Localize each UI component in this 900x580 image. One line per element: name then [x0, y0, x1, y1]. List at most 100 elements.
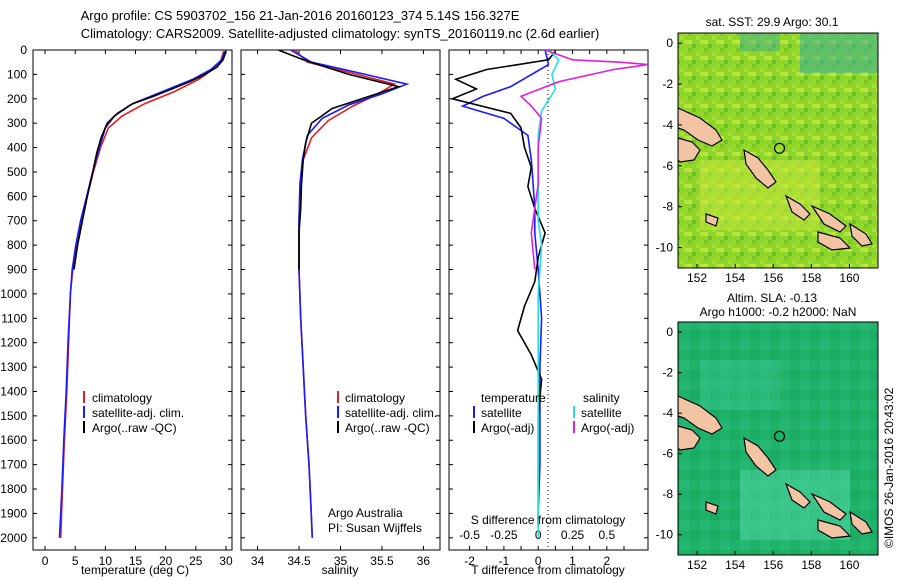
depth-tick-label: 1900: [0, 506, 27, 520]
sst-cool-patch: [800, 33, 878, 73]
legend3-salinity-title: salinity: [583, 391, 620, 405]
depth-tick-label: 1800: [0, 482, 27, 496]
sst-lon-tick-label: 152: [687, 271, 707, 285]
x-tick-label: 35: [334, 554, 348, 568]
x-tick-label: 36: [417, 554, 431, 568]
sst-map-frame: [677, 32, 879, 269]
legend-satellite-label: satellite-adj. clim.: [92, 406, 184, 420]
profile-line-temperature-satellite: [460, 50, 550, 528]
depth-tick-label: 1500: [0, 409, 27, 423]
depth-tick-label: 1300: [0, 360, 27, 374]
s-difference-tick-label: -0.25: [490, 528, 518, 542]
x-tick-label: 10: [99, 554, 113, 568]
sla-island-guadalcanal: [817, 519, 852, 539]
s-difference-tick-label: 0.5: [598, 528, 615, 542]
sst-cool-patch-2: [740, 33, 780, 51]
depth-tick-label: 600: [7, 189, 27, 203]
sst-lon-tick-label: 156: [763, 271, 783, 285]
x-tick-label: 5: [72, 554, 79, 568]
sst-lon-tick-label: 158: [801, 271, 821, 285]
sst-map-title: sat. SST: 29.9 Argo: 30.1: [706, 15, 839, 29]
imos-timestamp: ©IMOS 26-Jan-2016 20:43:02: [882, 387, 896, 548]
sst-lon-tick-label: 160: [839, 271, 859, 285]
s-difference-axis-label: S difference from climatology: [471, 513, 626, 527]
figure-title-line2: Climatology: CARS2009. Satellite-adjuste…: [81, 26, 600, 41]
depth-tick-label: 1100: [1, 311, 27, 325]
panel3-legend: temperature salinity satellite Argo(-adj…: [473, 391, 634, 435]
profile-line-climatology: [294, 50, 397, 538]
sla-argo-location-marker: [773, 430, 786, 442]
sla-lat-tick-label: -2: [662, 366, 673, 380]
x-tick-label: 20: [159, 554, 173, 568]
sst-argo-location-marker: [773, 142, 786, 154]
sst-island-small: [705, 213, 719, 227]
sla-longitude-ticks: 152 154 156 158 160: [687, 551, 860, 572]
salinity-axes: [240, 49, 441, 551]
sla-map: [678, 322, 878, 555]
sla-lon-tick-label: 156: [763, 558, 783, 572]
legend3-s-satellite-label: satellite: [581, 406, 622, 420]
sla-lon-tick-label: 158: [801, 558, 821, 572]
depth-tick-label: 1000: [0, 287, 27, 301]
sla-lat-tick-label: -6: [662, 447, 673, 461]
t-difference-axis-ticks: -2 -1 0 1 2: [464, 50, 625, 568]
sst-island-choiseul: [784, 194, 811, 221]
sla-lat-tick-label: 0: [666, 325, 673, 339]
x-tick-label: -1: [499, 554, 510, 568]
sst-lat-tick-label: -4: [662, 118, 673, 132]
sla-map-frame: [677, 321, 879, 556]
t-difference-axis-label: T difference from climatology: [471, 563, 625, 577]
depth-tick-label: 700: [7, 214, 27, 228]
x-tick-label: 30: [219, 554, 233, 568]
x-tick-label: 2: [603, 554, 610, 568]
s-difference-axis-ticks: -0.5 -0.25 0 0.25 0.5: [459, 528, 615, 542]
credit-text: Argo Australia: [328, 506, 403, 520]
sst-longitude-ticks: 152 154 156 158 160: [687, 264, 860, 285]
depth-tick-label: 1400: [0, 384, 27, 398]
legend-climatology-label: climatology: [92, 391, 152, 405]
sla-lat-tick-label: -4: [662, 406, 673, 420]
profile-line-climatology: [59, 50, 225, 538]
legend-argo-label: Argo(..raw -QC): [92, 421, 177, 435]
depth-tick-label: 500: [7, 165, 27, 179]
depth-tick-label: 300: [7, 116, 27, 130]
salinity-profile-lines: [278, 50, 410, 538]
sst-lat-tick-label: 0: [666, 36, 673, 50]
sla-island-bougainville: [743, 436, 777, 477]
sst-map: [678, 33, 878, 268]
sst-lat-tick-label: -2: [662, 77, 673, 91]
sla-island-small: [705, 501, 719, 515]
sla-island-santa-isabel: [810, 492, 847, 521]
sla-lon-tick-label: 152: [687, 558, 707, 572]
panel1-legend: climatology satellite-adj. clim. Argo(..…: [83, 391, 184, 435]
depth-tick-label: 100: [7, 67, 27, 81]
temperature-profile-lines: [58, 50, 227, 538]
figure-title-line1: Argo profile: CS 5903702_156 21-Jan-2016…: [81, 8, 520, 23]
sla-map-title: Altim. SLA: -0.13: [727, 291, 817, 305]
sst-island-malaita: [849, 222, 873, 247]
sla-lon-tick-label: 160: [839, 558, 859, 572]
legend3-t-satellite-label: satellite: [481, 406, 522, 420]
depth-tick-label: 200: [7, 92, 27, 106]
x-tick-label: 0: [42, 554, 49, 568]
depth-tick-label: 1200: [0, 336, 27, 350]
sla-island-malaita: [849, 510, 873, 535]
x-tick-label: 25: [189, 554, 203, 568]
depth-tick-label: 1600: [0, 433, 27, 447]
x-tick-label: 15: [129, 554, 143, 568]
sst-island-santa-isabel: [810, 204, 847, 233]
x-tick-label: 0: [535, 554, 542, 568]
depth-tick-label: 1700: [0, 458, 27, 472]
depth-tick-label: 400: [7, 141, 27, 155]
sla-land: [678, 395, 873, 539]
sla-light-patch-2: [700, 360, 780, 410]
sst-latitude-ticks: 0 -2 -4 -6 -8 -10: [656, 36, 682, 255]
sst-island-new-britain: [678, 137, 701, 163]
x-tick-label: 34: [251, 554, 265, 568]
sla-lon-tick-label: 154: [725, 558, 745, 572]
salinity-axis-ticks: 34 34.5 35 35.5 36: [251, 50, 431, 568]
sla-island-new-ireland: [678, 395, 723, 435]
difference-profile-lines: [449, 50, 648, 538]
x-tick-label: 1: [569, 554, 576, 568]
